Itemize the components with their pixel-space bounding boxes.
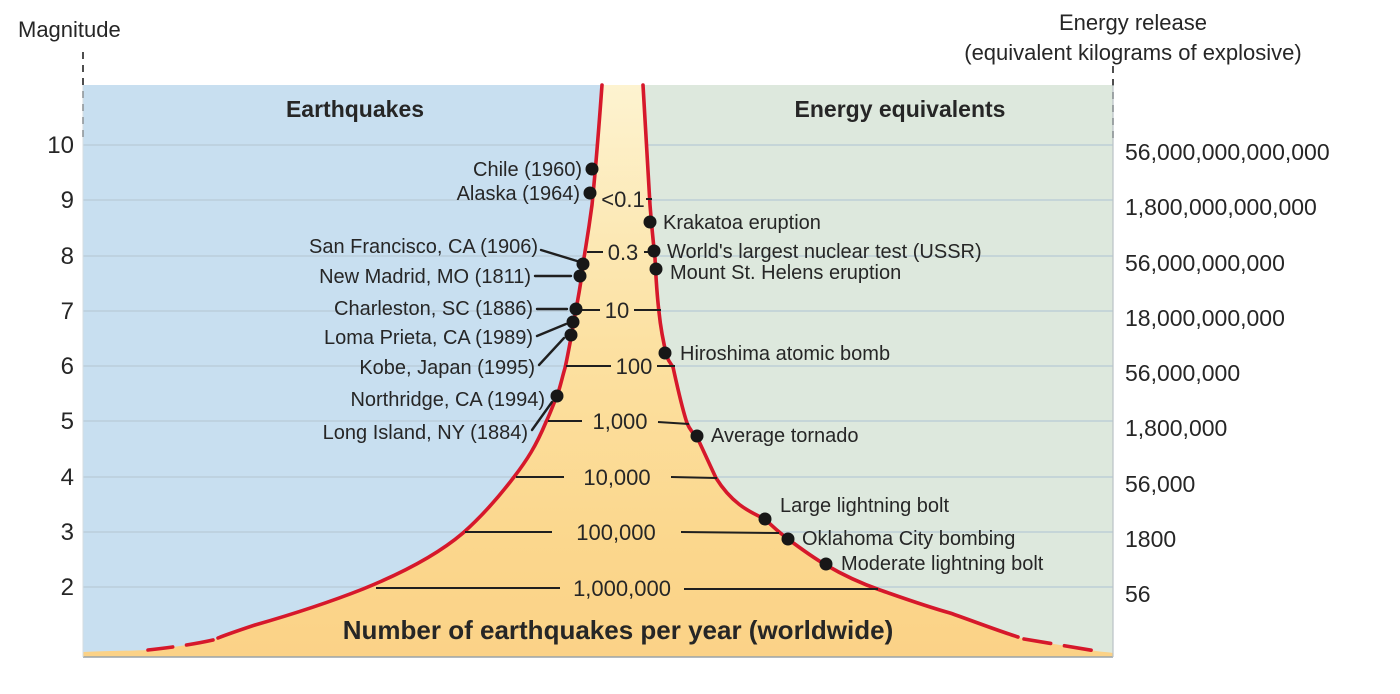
magnitude-tick-2: 2	[61, 574, 74, 601]
magnitude-tick-6: 6	[61, 353, 74, 380]
frequency-curve-left-branch	[216, 83, 604, 640]
label-loma-prieta-1989: Loma Prieta, CA (1989)	[324, 327, 533, 349]
earthquake-leader-lines	[530, 248, 579, 432]
label-average-tornado: Average tornado	[711, 425, 859, 447]
frequency-label-100000: 100,000	[576, 520, 656, 545]
label-charleston-1886: Charleston, SC (1886)	[334, 298, 533, 320]
magnitude-tick-3: 3	[61, 519, 74, 546]
frequency-leader-ticks	[376, 198, 878, 590]
magnitude-tick-10: 10	[47, 132, 74, 159]
dot-large-lightning	[758, 512, 772, 526]
frequency-label-10: 10	[605, 298, 629, 323]
energy-equivalents-region-header: Energy equivalents	[795, 96, 1006, 122]
frequency-label-1000: 1,000	[592, 409, 647, 434]
energy-axis-title-line2: (equivalent kilograms of explosive)	[964, 40, 1302, 65]
dot-nuclear-test	[647, 244, 661, 258]
dot-mount-st-helens	[649, 262, 663, 276]
dot-loma-prieta-1989	[566, 315, 580, 329]
leader-san-francisco	[539, 248, 579, 263]
dot-moderate-lightning	[819, 557, 833, 571]
frequency-label-10000: 10,000	[583, 465, 650, 490]
label-mount-st-helens: Mount St. Helens eruption	[670, 262, 901, 284]
dot-chile-1960	[585, 162, 599, 176]
energy-value-mag10: 56,000,000,000,000	[1125, 139, 1330, 165]
frequency-region	[83, 85, 1113, 657]
frequency-labels: <0.1 0.3 10 100 1,000 10,000 100,000 1,0…	[573, 187, 671, 601]
dot-northridge-long-island	[550, 389, 564, 403]
magnitude-tick-5: 5	[61, 408, 74, 435]
label-chile-1960: Chile (1960)	[473, 159, 582, 181]
frequency-label-0.1: <0.1	[601, 187, 644, 212]
energy-value-mag7: 18,000,000,000	[1125, 305, 1285, 331]
energy-value-mag3: 1800	[1125, 526, 1176, 552]
label-oklahoma-city: Oklahoma City bombing	[802, 528, 1015, 550]
frequency-curve-title: Number of earthquakes per year (worldwid…	[343, 615, 893, 645]
dot-hiroshima	[658, 346, 672, 360]
frequency-label-0.3: 0.3	[608, 240, 639, 265]
dot-san-francisco-1906	[576, 257, 590, 271]
dot-kobe-1995	[564, 328, 578, 342]
energy-value-mag8: 56,000,000,000	[1125, 250, 1285, 276]
label-moderate-lightning: Moderate lightning bolt	[841, 553, 1044, 575]
magnitude-axis-title: Magnitude	[18, 17, 121, 42]
tick-right-1000	[657, 421, 690, 425]
frequency-label-100: 100	[616, 354, 653, 379]
dot-alaska-1964	[583, 186, 597, 200]
energy-value-mag4: 56,000	[1125, 471, 1195, 497]
label-san-francisco-1906: San Francisco, CA (1906)	[309, 236, 538, 258]
label-northridge-1994: Northridge, CA (1994)	[350, 389, 545, 411]
label-long-island-1884: Long Island, NY (1884)	[323, 422, 528, 444]
magnitude-tick-8: 8	[61, 243, 74, 270]
energy-axis-title-line1: Energy release	[1059, 10, 1207, 35]
label-alaska-1964: Alaska (1964)	[457, 183, 580, 205]
dot-krakatoa	[643, 215, 657, 229]
magnitude-tick-4: 4	[61, 464, 74, 491]
label-kobe-1995: Kobe, Japan (1995)	[359, 357, 535, 379]
earthquake-labels: Chile (1960) Alaska (1964) San Francisco…	[309, 159, 582, 444]
energy-equivalent-labels: Krakatoa eruption World's largest nuclea…	[663, 212, 1044, 575]
dot-average-tornado	[690, 429, 704, 443]
leader-long-island	[530, 400, 554, 432]
magnitude-ticks: 10 9 8 7 6 5 4 3 2	[47, 132, 74, 601]
label-krakatoa: Krakatoa eruption	[663, 212, 821, 234]
tick-right-100000	[680, 531, 780, 534]
energy-value-mag9: 1,800,000,000,000	[1125, 194, 1317, 220]
leader-kobe	[537, 336, 566, 367]
leader-loma-prieta	[535, 322, 568, 338]
earthquakes-region-header: Earthquakes	[286, 96, 424, 122]
energy-value-mag2: 56	[1125, 581, 1151, 607]
energy-value-mag5: 1,800,000	[1125, 415, 1227, 441]
energy-value-mag6: 56,000,000	[1125, 360, 1240, 386]
frequency-curve-right-dashed-end	[1022, 637, 1098, 653]
energy-values: 56,000,000,000,000 1,800,000,000,000 56,…	[1125, 139, 1330, 607]
label-new-madrid-1811: New Madrid, MO (1811)	[319, 266, 531, 288]
dot-new-madrid-1811	[573, 269, 587, 283]
label-large-lightning: Large lightning bolt	[780, 495, 949, 517]
label-nuclear-test: World's largest nuclear test (USSR)	[667, 241, 982, 263]
frequency-label-1000000: 1,000,000	[573, 576, 671, 601]
label-hiroshima: Hiroshima atomic bomb	[680, 343, 890, 365]
magnitude-tick-7: 7	[61, 298, 74, 325]
magnitude-tick-9: 9	[61, 187, 74, 214]
dot-oklahoma-city	[781, 532, 795, 546]
frequency-curve-left-dashed-end	[146, 638, 215, 652]
data-points	[550, 162, 833, 571]
dot-charleston-1886	[569, 302, 583, 316]
tick-right-10000	[670, 476, 718, 479]
